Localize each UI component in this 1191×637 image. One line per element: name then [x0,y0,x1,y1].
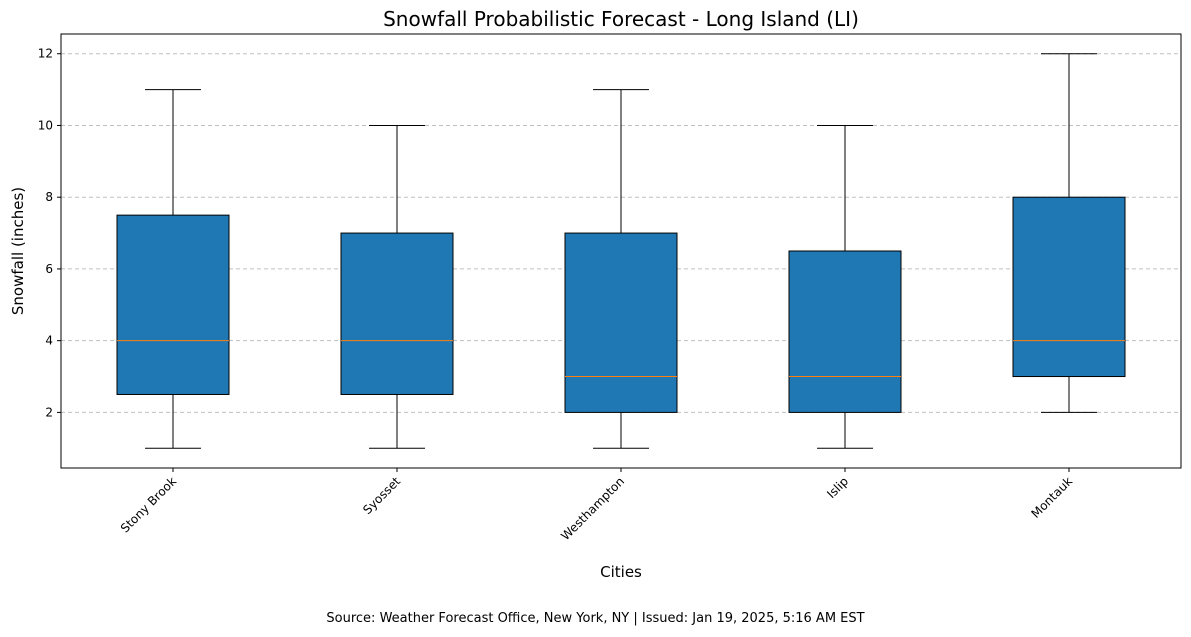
x-axis-label: Cities [600,563,642,581]
iqr-box [564,232,678,413]
y-axis-ticks: 2 4 6 8 10 12 [38,47,61,419]
iqr-box [340,232,454,395]
source-note: Source: Weather Forecast Office, New Yor… [326,611,865,626]
box-montauk [1012,53,1126,413]
x-axis-ticks: Stony Brook Syosset Westhampton Islip Montau… [118,468,1075,543]
x-tick-label: Westhampton [558,474,627,543]
x-tick-label: Montauk [1029,474,1076,521]
y-axis-label: Snowfall (inches) [9,187,27,315]
y-tick-label: 4 [45,334,53,348]
y-tick-label: 2 [45,405,53,419]
box-syosset [340,124,454,449]
y-tick-label: 12 [38,47,53,61]
box-westhampton [564,89,678,449]
box-stony-brook [116,89,230,449]
x-tick-label: Islip [824,474,851,501]
iqr-box [788,250,902,413]
y-tick-label: 10 [38,118,53,132]
x-tick-label: Stony Brook [118,474,179,535]
y-tick-label: 8 [45,190,53,204]
boxes [116,53,1126,449]
y-tick-label: 6 [45,262,53,276]
chart-title: Snowfall Probabilistic Forecast - Long I… [383,7,859,31]
box-islip [788,124,902,449]
x-tick-label: Syosset [360,474,403,517]
iqr-box [1012,196,1126,378]
iqr-box [116,214,230,395]
